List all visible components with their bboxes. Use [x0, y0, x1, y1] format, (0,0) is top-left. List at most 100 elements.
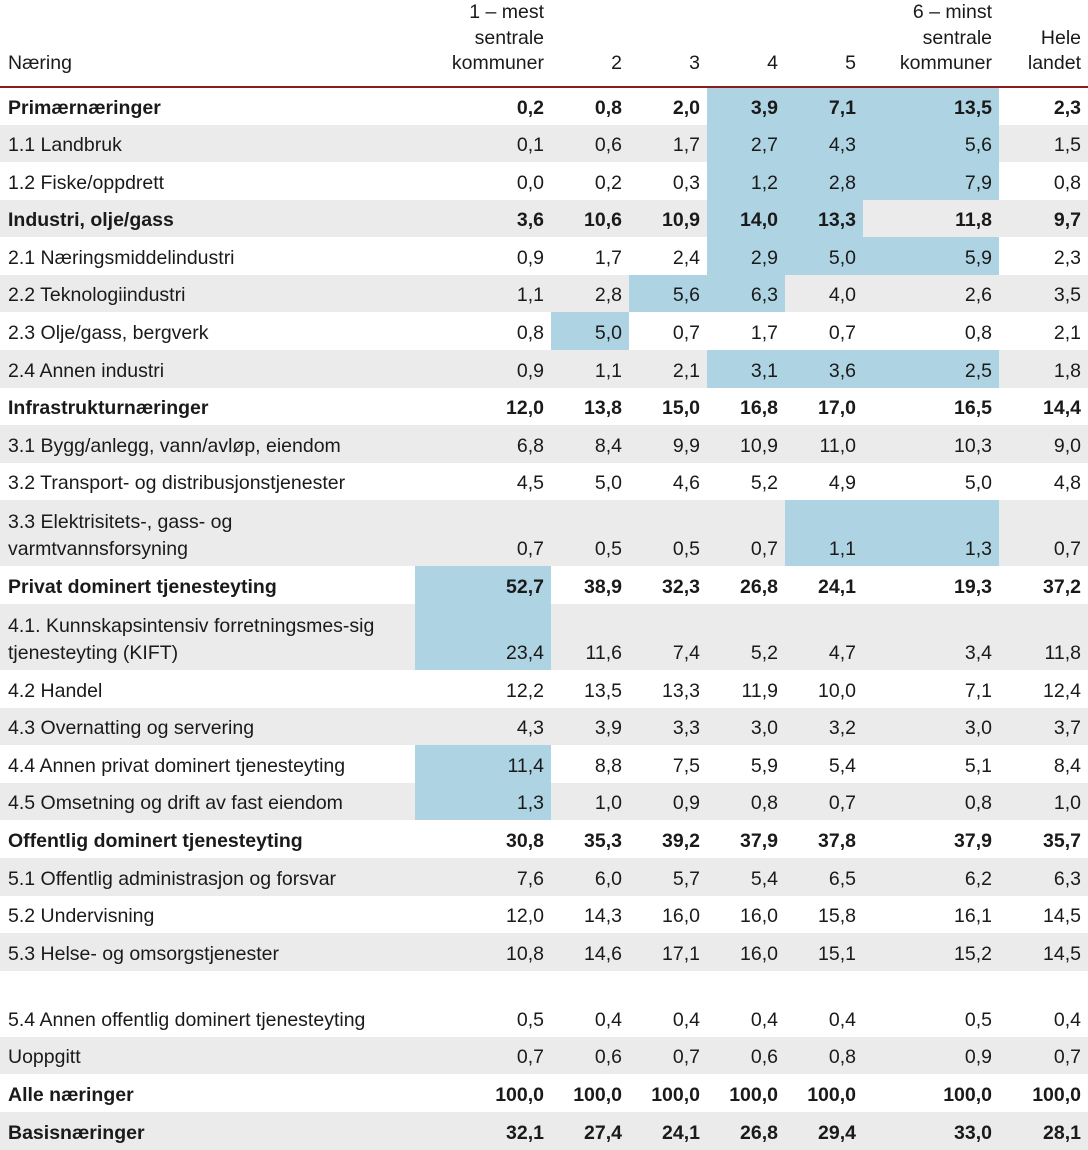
row-label: 3.1 Bygg/anlegg, vann/avløp, eiendom [0, 425, 415, 463]
cell-value: 11,9 [741, 679, 778, 702]
table-row: 2.1 Næringsmiddelindustri 0,9 1,7 2,4 2,9 5,0… [0, 237, 1088, 275]
cell-value: 16,0 [740, 905, 778, 928]
header-centrality-5: 5 [785, 0, 863, 88]
cell-value: 14,5 [1043, 905, 1081, 928]
cell-value: 0,9 [415, 350, 551, 388]
row-label: 2.2 Teknologiindustri [0, 274, 415, 313]
cell-value: 9,0 [999, 425, 1088, 463]
cell-value: 1,0 [999, 782, 1088, 821]
cell-value: 6,3 [999, 858, 1088, 896]
cell-value: 1,5 [999, 124, 1088, 163]
cell-value: 3,7 [999, 707, 1088, 746]
cell-value: 8,8 [594, 754, 622, 777]
table-row: Primærnæringer 0,2 0,8 2,0 3,9 7,1 13,5 2,3 [0, 86, 1088, 125]
cell-value: 5,0 [594, 472, 622, 495]
cell-value: 13,3 [785, 199, 863, 238]
cell-value: 10,0 [818, 679, 856, 702]
cell-value: 4,3 [785, 124, 863, 163]
cell-value: 2,0 [672, 96, 700, 119]
cell-value: 11,0 [785, 425, 863, 463]
table-row: 4.3 Overnatting og servering 4,3 3,9 3,3 3,0… [0, 707, 1088, 746]
cell-value: 8,4 [1053, 754, 1081, 777]
table-row: Basisnæringer 32,1 27,4 24,1 26,8 29,4 33,0 28,… [0, 1111, 1088, 1150]
cell-value: 6,3 [707, 274, 785, 313]
cell-value: 15,8 [818, 905, 856, 928]
table-row: 4.1. Kunnskapsintensiv forretningsmes-si… [0, 604, 1088, 671]
cell-value: 5,4 [707, 858, 785, 896]
cell-value: 5,4 [828, 754, 856, 777]
table-row: 4.2 Handel 12,2 13,5 13,3 11,9 10,0 7,1 12,4 [0, 670, 1088, 708]
cell-value: 0,6 [551, 1036, 629, 1075]
cell-value: 1,1 [415, 274, 551, 313]
cell-value: 15,1 [785, 933, 863, 971]
cell-value: 0,9 [629, 782, 707, 821]
row-label: Offentlig dominert tjenesteyting [8, 830, 303, 852]
cell-value: 13,5 [863, 86, 999, 125]
cell-value: 3,0 [707, 707, 785, 746]
cell-value: 14,5 [999, 933, 1088, 971]
cell-value: 24,1 [629, 1111, 707, 1150]
cell-value: 0,8 [863, 782, 999, 821]
cell-value: 10,3 [863, 425, 999, 463]
cell-value: 0,7 [999, 500, 1088, 567]
header-hele-landet: Hele landet [999, 0, 1088, 88]
cell-value: 0,7 [629, 1036, 707, 1075]
cell-value: 1,8 [999, 350, 1088, 388]
cell-value: 0,4 [828, 1008, 856, 1031]
cell-value: 3,6 [785, 350, 863, 388]
cell-value: 0,7 [672, 322, 700, 345]
cell-value: 15,0 [662, 397, 700, 420]
cell-value: 37,8 [818, 830, 856, 852]
row-label: Privat dominert tjenesteyting [8, 576, 277, 599]
cell-value: 7,1 [964, 679, 992, 702]
cell-value: 12,4 [1043, 679, 1081, 702]
cell-value: 3,9 [707, 86, 785, 125]
cell-value: 16,8 [740, 397, 778, 420]
cell-value: 4,0 [785, 274, 863, 313]
table-row: 2.2 Teknologiindustri 1,1 2,8 5,6 6,3 4,0 2,6 3… [0, 274, 1088, 313]
cell-value: 11,8 [999, 604, 1088, 671]
cell-value: 5,2 [750, 472, 778, 495]
cell-value: 100,0 [573, 1083, 622, 1106]
row-label: 3.2 Transport- og distribusjonstjenester [8, 472, 346, 495]
row-label: 2.3 Olje/gass, bergverk [8, 322, 209, 345]
row-label: 4.4 Annen privat dominert tjenesteyting [8, 754, 346, 777]
cell-value: 7,4 [629, 604, 707, 671]
cell-value: 7,1 [785, 86, 863, 125]
cell-value: 11,4 [415, 745, 551, 783]
cell-value: 3,2 [785, 707, 863, 746]
cell-value: 8,4 [551, 425, 629, 463]
row-label: 2.1 Næringsmiddelindustri [8, 246, 235, 269]
table-row: Industri, olje/gass 3,6 10,6 10,9 14,0 13,3 11… [0, 199, 1088, 238]
cell-value: 3,4 [863, 604, 999, 671]
cell-value: 0,9 [863, 1036, 999, 1075]
cell-value: 1,3 [863, 500, 999, 567]
cell-value: 27,4 [551, 1111, 629, 1150]
cell-value: 11,6 [551, 604, 629, 671]
table-row: 2.4 Annen industri 0,9 1,1 2,1 3,1 3,6 2,5 1,8 [0, 350, 1088, 388]
cell-value: 0,6 [551, 124, 629, 163]
cell-value: 0,5 [551, 500, 629, 567]
cell-value: 52,7 [415, 566, 551, 605]
table-header: Næring 1 – mest sentrale kommuner 2 3 4 … [0, 0, 1088, 88]
cell-value: 4,8 [1053, 472, 1081, 495]
cell-value: 1,3 [415, 782, 551, 821]
cell-value: 14,3 [584, 905, 622, 928]
header-row: Næring 1 – mest sentrale kommuner 2 3 4 … [0, 0, 1088, 88]
row-label: 4.3 Overnatting og servering [0, 707, 415, 746]
cell-value: 17,0 [818, 397, 856, 420]
cell-value: 3,6 [415, 199, 551, 238]
cell-value: 5,9 [750, 754, 778, 777]
cell-value: 0,7 [415, 1036, 551, 1075]
cell-value: 38,9 [584, 576, 622, 599]
cell-value: 2,5 [863, 350, 999, 388]
row-label: Alle næringer [8, 1083, 134, 1106]
cell-value: 2,1 [1053, 322, 1081, 345]
row-label: Primærnæringer [8, 96, 161, 119]
cell-value: 10,6 [551, 199, 629, 238]
cell-value: 4,7 [785, 604, 863, 671]
cell-value: 12,2 [506, 679, 544, 702]
cell-value: 0,9 [516, 246, 544, 269]
cell-value: 0,7 [999, 1036, 1088, 1075]
cell-value: 16,0 [662, 905, 700, 928]
